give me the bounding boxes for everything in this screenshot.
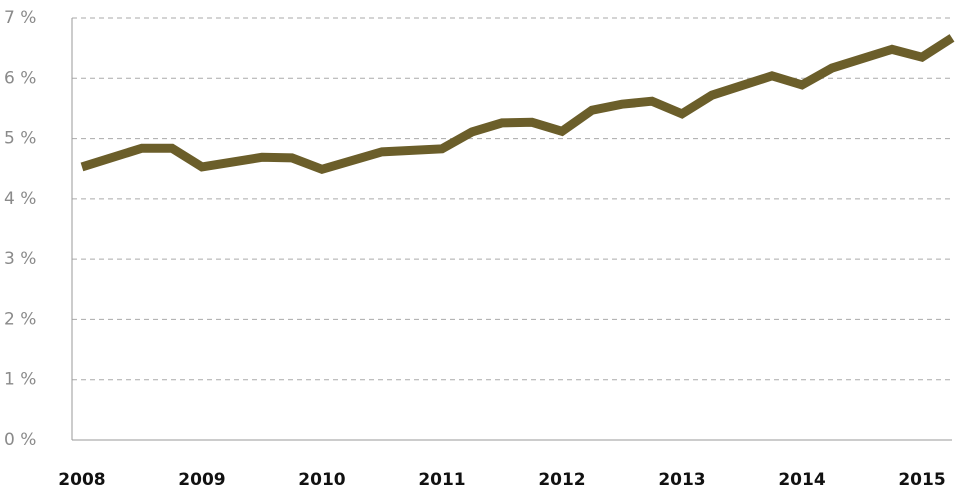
line — [80, 34, 955, 175]
y-tick-label: 2 % — [4, 309, 36, 329]
x-tick-label: 2010 — [298, 470, 345, 490]
y-tick-label: 3 % — [4, 249, 36, 269]
y-tick-label: 0 % — [4, 430, 36, 450]
y-tick-label: 6 % — [4, 68, 36, 88]
x-tick-label: 2011 — [418, 470, 465, 490]
x-tick-label: 2013 — [658, 470, 705, 490]
x-tick-label: 2008 — [58, 470, 105, 490]
x-tick-label: 2009 — [178, 470, 225, 490]
y-tick-label: 5 % — [4, 129, 36, 149]
x-tick-label: 2015 — [898, 470, 945, 490]
y-tick-label: 7 % — [4, 8, 36, 28]
y-tick-label: 1 % — [4, 370, 36, 390]
x-tick-label: 2014 — [778, 470, 825, 490]
x-tick-label: 2012 — [538, 470, 585, 490]
y-tick-label: 4 % — [4, 189, 36, 209]
